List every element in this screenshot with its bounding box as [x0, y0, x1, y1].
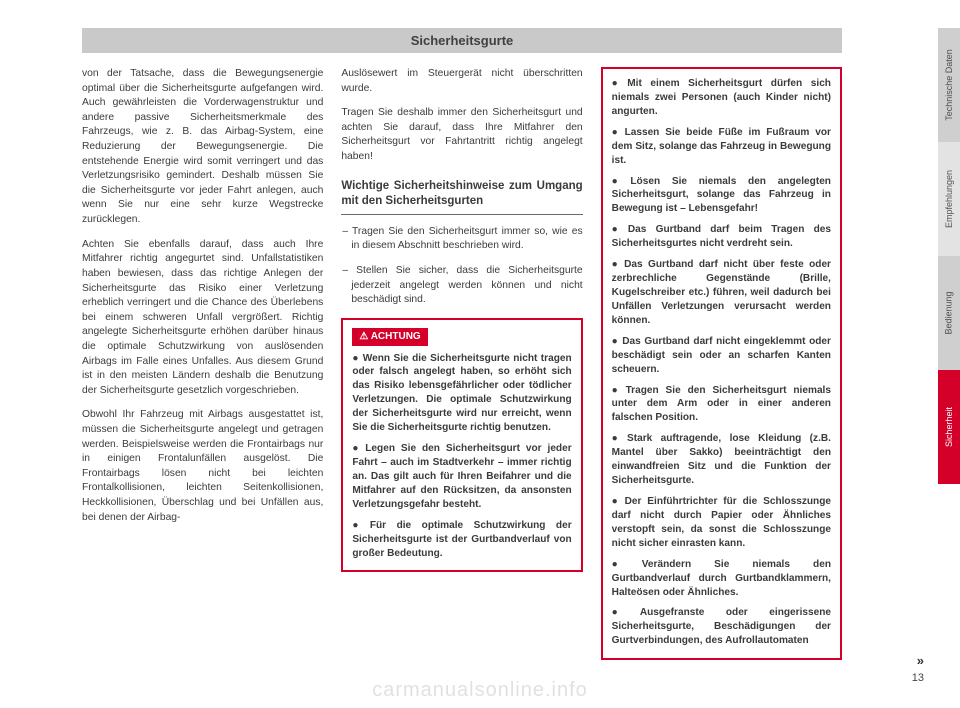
list-item: – Tragen Sie den Sicherheitsgurt immer s…: [351, 225, 582, 254]
body-text: Achten Sie ebenfalls darauf, dass auch I…: [82, 238, 323, 399]
tab-safety[interactable]: Sicherheit: [938, 370, 960, 484]
content-columns: von der Tatsache, dass die Bewegungsener…: [82, 67, 842, 660]
warning-item: ● Für die optimale Schutzwirkung der Sic…: [352, 519, 571, 561]
warning-item: ● Das Gurtband darf nicht über feste ode…: [612, 258, 831, 328]
warning-item: ● Tragen Sie den Sicherheitsgurt niemals…: [612, 384, 831, 426]
side-tabs: Technische Daten Empfehlungen Bedienung …: [938, 28, 960, 484]
dash-list: – Tragen Sie den Sicherheitsgurt immer s…: [341, 225, 582, 308]
warning-item: ● Ausgefranste oder eingerissene Sicherh…: [612, 606, 831, 648]
warning-item: ● Das Gurtband darf beim Tragen des Sich…: [612, 223, 831, 251]
manual-page: Sicherheitsgurte von der Tatsache, dass …: [0, 0, 960, 708]
section-header: Sicherheitsgurte: [82, 28, 842, 53]
column-3: ● Mit einem Sicherheitsgurt dürfen sich …: [601, 67, 842, 660]
tab-recommendations[interactable]: Empfehlungen: [938, 142, 960, 256]
warning-item: ● Der Einführtrichter für die Schlosszun…: [612, 495, 831, 551]
column-1: von der Tatsache, dass die Bewegungsener…: [82, 67, 323, 660]
warning-item: ● Lassen Sie beide Füße im Fußraum vor d…: [612, 126, 831, 168]
warning-item: ● Wenn Sie die Sicherheitsgurte nicht tr…: [352, 352, 571, 436]
warning-item: ● Legen Sie den Sicherheitsgurt vor jede…: [352, 442, 571, 512]
continue-marker: »: [917, 653, 924, 668]
watermark: carmanualsonline.info: [0, 679, 960, 702]
section-title: Sicherheitsgurte: [411, 33, 514, 48]
column-2: Auslösewert im Steuergerät nicht übersch…: [341, 67, 582, 660]
warning-label: ACHTUNG: [352, 328, 427, 346]
warning-item: ● Das Gurtband darf nicht eingeklemmt od…: [612, 335, 831, 377]
body-text: Obwohl Ihr Fahrzeug mit Airbags ausgesta…: [82, 408, 323, 525]
warning-item: ● Lösen Sie niemals den angelegten Siche…: [612, 175, 831, 217]
body-text: von der Tatsache, dass die Bewegungsener…: [82, 67, 323, 228]
warning-item: ● Mit einem Sicherheitsgurt dürfen sich …: [612, 77, 831, 119]
warning-box-continued: ● Mit einem Sicherheitsgurt dürfen sich …: [601, 67, 842, 660]
body-text: Tragen Sie deshalb immer den Sicherheits…: [341, 106, 582, 164]
warning-item: ● Verändern Sie niemals den Gurtbandverl…: [612, 558, 831, 600]
warning-box: ACHTUNG ● Wenn Sie die Sicherheitsgurte …: [341, 318, 582, 573]
list-item: – Stellen Sie sicher, dass die Sicherhei…: [351, 264, 582, 308]
warning-item: ● Stark auftragende, lose Kleidung (z.B.…: [612, 432, 831, 488]
tab-operation[interactable]: Bedienung: [938, 256, 960, 370]
tab-technical-data[interactable]: Technische Daten: [938, 28, 960, 142]
body-text: Auslösewert im Steuergerät nicht übersch…: [341, 67, 582, 96]
subheading: Wichtige Sicherheitshinweise zum Umgang …: [341, 179, 582, 215]
page-number: 13: [912, 672, 924, 684]
